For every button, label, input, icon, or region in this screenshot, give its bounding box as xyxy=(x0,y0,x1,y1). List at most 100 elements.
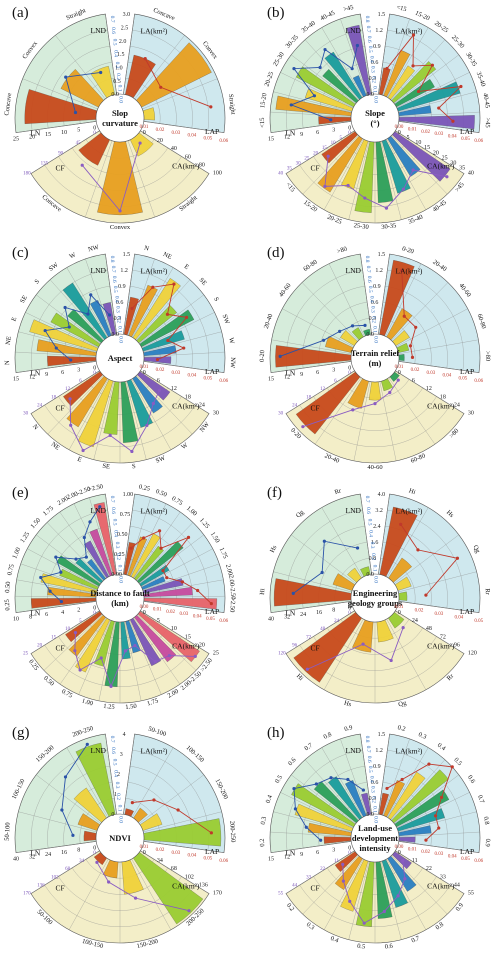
category-ln-0: 0-20 xyxy=(259,350,266,362)
grid-spoke-cf xyxy=(59,617,107,685)
grid-spoke-la xyxy=(133,511,181,579)
grid-spoke-ln xyxy=(27,548,99,587)
axis-label-la: LA(km²) xyxy=(141,267,168,276)
point-ca-3 xyxy=(363,196,367,200)
tick-lnd-4: 0.4 xyxy=(113,50,119,57)
tick-ca-6: 30 xyxy=(450,160,456,166)
point-lap-3 xyxy=(159,546,163,550)
point-ca-0 xyxy=(73,630,78,635)
tick-la-1: 0.3 xyxy=(114,316,122,322)
line-ca xyxy=(307,627,404,670)
category-la-2: Qg xyxy=(471,544,481,555)
tick-lap-2: 0.02 xyxy=(166,610,175,615)
tick-cf-3: 33 xyxy=(306,875,312,880)
grid-spoke-ln xyxy=(271,121,352,133)
tick-cf-1: 11 xyxy=(334,859,339,864)
grid-spoke-cf xyxy=(30,610,100,654)
tick-ca-2: 10 xyxy=(171,626,177,632)
tick-la-1: 0.3 xyxy=(369,316,377,322)
point-lap-2 xyxy=(411,64,415,68)
grid-spoke-cf xyxy=(323,138,364,210)
tick-lnd-0: 0.0 xyxy=(372,576,378,583)
tick-cf-1: 5 xyxy=(339,136,342,141)
line-lnd xyxy=(44,293,110,361)
point-lap-1 xyxy=(400,777,404,782)
category-la-4: 1.25 xyxy=(198,517,211,530)
tick-lap-5: 0.05 xyxy=(461,857,470,862)
tick-ca-1: 6 xyxy=(157,378,160,384)
point-lnd-9 xyxy=(98,505,102,509)
category-cf-3: 0.5 xyxy=(357,943,366,951)
category-ln-1: 0.50 xyxy=(4,581,12,593)
panel-c: Aspect (c) LN LND LA(km²) LAP CF CA(km²) 0 3 6 9 12 1… xyxy=(4,244,236,471)
tick-lnd-5: 0.5 xyxy=(111,759,117,766)
grid-spoke-la xyxy=(394,54,459,104)
point-ca-4 xyxy=(396,378,400,382)
category-la-7: >45 xyxy=(484,117,491,127)
line-lap xyxy=(386,763,453,841)
axis-label-cf: CF xyxy=(310,644,319,653)
grid-spoke-cf xyxy=(380,141,402,220)
tick-lap-4: 0.05 xyxy=(203,856,212,861)
tick-la-0: 0.00 xyxy=(111,572,122,578)
category-ln-4: 0.6 xyxy=(287,756,298,767)
category-la-2: E xyxy=(183,263,190,271)
point-ca-6 xyxy=(403,877,407,881)
center-title: Engineering xyxy=(353,588,398,598)
tick-lap-5: 0.05 xyxy=(206,617,215,622)
tick-ln-0: 0 xyxy=(348,125,351,131)
point-lap-5 xyxy=(161,568,165,573)
category-cf-6: 0.8 xyxy=(434,921,445,931)
tick-cf-4: 24 xyxy=(292,403,298,408)
grid-spoke-cf xyxy=(136,375,193,435)
point-lnd-0 xyxy=(319,838,323,842)
tick-la-0: 0.0 xyxy=(366,332,374,338)
grid-spoke-ln xyxy=(66,747,108,818)
category-ln-7: 2.00 xyxy=(56,495,69,507)
category-cf-3: Rr xyxy=(446,672,456,682)
tick-lnd-2: 0.2 xyxy=(115,73,121,80)
category-cf-1: Hs xyxy=(343,700,352,709)
tick-lnd-0: 0.0 xyxy=(117,576,123,583)
tick-lnd-1: 0.1 xyxy=(116,565,122,572)
tick-lnd-8: 0.8 xyxy=(364,16,370,23)
tick-ln-5: 10 xyxy=(13,617,19,623)
tick-cf-1: 6 xyxy=(334,379,337,384)
line-lap xyxy=(132,799,212,834)
point-lap-2 xyxy=(427,762,431,766)
tick-ln-4: 32 xyxy=(29,854,35,860)
tick-la-4: 1.2 xyxy=(375,268,383,274)
tick-lap-4: 0.05 xyxy=(474,619,483,624)
line-lap xyxy=(131,283,188,360)
category-ln-3: 200-250 xyxy=(72,725,95,739)
point-lnd-3 xyxy=(350,324,355,328)
point-ca-1 xyxy=(107,880,111,884)
tick-lap-4: 0.04 xyxy=(448,135,457,140)
tick-lnd-4: 0.4 xyxy=(113,530,119,537)
grid-spoke-cf xyxy=(285,850,355,894)
point-lnd-0 xyxy=(329,118,333,122)
tick-ca-2: 22 xyxy=(426,866,432,872)
tick-lap-4: 0.05 xyxy=(203,136,212,141)
point-lap-5 xyxy=(166,338,170,343)
tick-lnd-7: 0.7 xyxy=(110,266,116,273)
tick-lap-5: 0.06 xyxy=(219,379,228,384)
category-ln-2: 20-25 xyxy=(263,71,275,88)
grid-spoke-ln xyxy=(271,361,352,373)
point-ca-0 xyxy=(95,860,99,864)
tick-ln-2: 4 xyxy=(61,610,64,616)
point-lap-1 xyxy=(159,85,163,89)
tick-lnd-3: 0.3 xyxy=(369,786,375,793)
point-lnd-0 xyxy=(73,110,78,115)
axis-label-ln: LN xyxy=(30,128,41,137)
grid-spoke-ln xyxy=(304,39,360,101)
tick-cf-3: 102 xyxy=(51,875,59,880)
category-cf-6: W xyxy=(180,441,190,451)
tick-la-0: 0.0 xyxy=(366,812,374,818)
category-la-5: 1.50 xyxy=(209,531,221,544)
tick-ca-2: 10 xyxy=(415,140,421,146)
axis-label-ln: LN xyxy=(30,608,41,617)
tick-lnd-8: 0.8 xyxy=(109,256,115,263)
axis-label-lnd: LND xyxy=(91,26,107,35)
tick-lnd-5: 0.5 xyxy=(367,46,373,53)
